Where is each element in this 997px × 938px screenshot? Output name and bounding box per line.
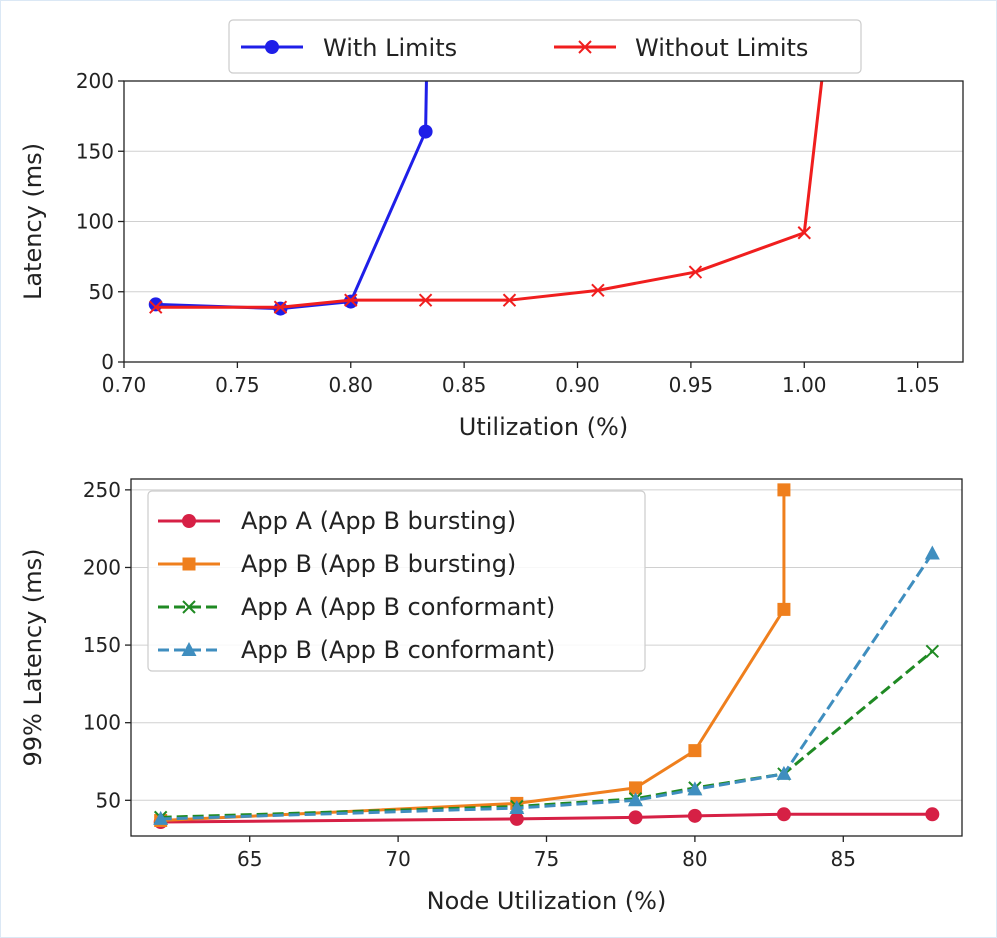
top-legend-marker (578, 40, 592, 54)
bottom-x-tick-label: 80 (682, 847, 707, 871)
bottom-data-point (776, 765, 792, 780)
top-chart: 0 50 100 150 200 0.70 0.75 0.80 0.85 0.90 0.95 1.00… (19, 19, 964, 441)
bottom-legend-entry-3: App B (App B conformant) (158, 636, 555, 664)
top-data-point (418, 124, 433, 139)
bottom-legend-marker (181, 642, 197, 656)
bottom-legend-label: App A (App B conformant) (241, 593, 555, 621)
top-legend-label: Without Limits (635, 34, 808, 62)
bottom-data-point (687, 808, 702, 823)
top-x-tick-label: 0.85 (442, 373, 487, 397)
top-data-point (418, 293, 433, 307)
top-data-point (591, 283, 605, 298)
top-data-point (149, 300, 163, 314)
top-y-tick-label: 50 (89, 280, 114, 304)
top-x-tick-label: 0.70 (102, 373, 147, 397)
top-y-axis-label: Latency (ms) (19, 143, 47, 300)
bottom-data-point (509, 811, 524, 826)
bottom-legend-label: App B (App B conformant) (241, 636, 555, 664)
bottom-series-3 (153, 545, 940, 825)
bottom-data-point (509, 800, 525, 815)
bottom-x-tick-label: 85 (831, 847, 856, 871)
bottom-series-line (160, 489, 786, 822)
bottom-legend-label: App B (App B bursting) (241, 550, 516, 578)
top-legend-label: With Limits (323, 34, 457, 62)
bottom-x-tick-label: 75 (534, 847, 559, 871)
top-legend: With Limits Without Limits (228, 19, 862, 74)
top-data-point (273, 300, 288, 314)
bottom-legend-entry-0: App A (App B bursting) (158, 507, 516, 535)
bottom-y-tick-label: 100 (83, 711, 121, 735)
bottom-data-point (628, 810, 643, 825)
top-y-tick-label: 0 (101, 350, 114, 374)
bottom-legend-marker (182, 514, 196, 528)
top-data-point (688, 265, 703, 279)
bottom-legend-entry-1: App B (App B bursting) (158, 550, 516, 578)
top-x-tick-label: 0.90 (555, 373, 600, 397)
bottom-data-point (777, 483, 791, 497)
bottom-data-point (925, 807, 940, 822)
bottom-data-point (688, 744, 702, 758)
bottom-legend-marker (182, 600, 196, 614)
bottom-y-tick-label: 50 (96, 788, 121, 812)
bottom-legend-box (147, 490, 646, 672)
bottom-data-point (153, 810, 169, 825)
top-legend-marker (265, 40, 279, 54)
bottom-y-tick-label: 250 (83, 478, 121, 502)
top-legend-box (228, 19, 862, 74)
bottom-data-point (924, 545, 940, 560)
bottom-y-tick-label: 150 (83, 633, 121, 657)
top-x-tick-label: 1.00 (782, 373, 827, 397)
top-x-axis-label: Utilization (%) (459, 413, 628, 441)
top-data-point (502, 293, 517, 307)
top-grid (124, 80, 963, 363)
bottom-series-group (153, 483, 940, 830)
bottom-series-line (160, 552, 934, 821)
bottom-legend: App A (App B bursting) App B (App B burst… (147, 490, 646, 672)
bottom-data-point (687, 781, 703, 796)
top-data-point (344, 293, 358, 307)
top-series-1 (149, 81, 824, 314)
top-series-group (148, 81, 824, 316)
bottom-data-point (777, 602, 791, 616)
top-data-point (148, 297, 163, 312)
bottom-data-point (629, 781, 643, 795)
top-x-tick-label: 0.75 (215, 373, 260, 397)
bottom-series-line (160, 812, 933, 824)
bottom-x-axis-label: Node Utilization (%) (427, 887, 667, 915)
top-x-tick-label: 0.80 (328, 373, 373, 397)
bottom-data-point (776, 807, 791, 822)
bottom-legend-label: App A (App B bursting) (241, 507, 516, 535)
bottom-y-axis-label: 99% Latency (ms) (19, 548, 47, 766)
bottom-series-line (160, 650, 934, 819)
top-data-point (797, 226, 811, 240)
bottom-data-point (628, 792, 644, 807)
bottom-y-tick-label: 200 (83, 555, 121, 579)
bottom-legend-entry-2: App A (App B conformant) (158, 593, 555, 621)
bottom-series-2 (153, 644, 940, 825)
top-x-tick-label: 0.95 (669, 373, 714, 397)
bottom-data-point (925, 644, 940, 658)
top-y-tick-label: 100 (76, 210, 114, 234)
top-legend-entry-1: Without Limits (554, 34, 808, 62)
top-legend-entry-0: With Limits (241, 34, 457, 62)
top-y-tick-label: 150 (76, 139, 114, 163)
top-y-tick-label: 200 (76, 69, 114, 93)
bottom-legend-marker (182, 557, 196, 571)
bottom-series-0 (153, 807, 940, 830)
bottom-x-tick-label: 65 (237, 847, 262, 871)
bottom-x-tick-label: 70 (385, 847, 410, 871)
bottom-chart: 50 100 150 200 250 65 70 75 80 85 Node Utilization… (19, 478, 963, 915)
top-x-tick-label: 1.05 (895, 373, 940, 397)
